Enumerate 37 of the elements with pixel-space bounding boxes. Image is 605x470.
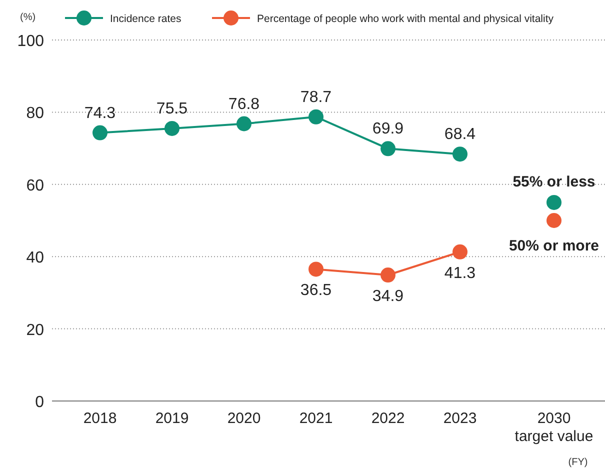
point [164, 120, 180, 136]
data-label: 76.8 [228, 96, 260, 113]
data-label: 41.3 [444, 264, 476, 282]
x-tick-label: 2023 [443, 410, 477, 427]
x-tick-label: 2018 [83, 410, 117, 427]
y-tick-label: 40 [26, 250, 44, 267]
data-label: 55% or less [512, 173, 596, 190]
x-tick-label: 2021 [299, 410, 333, 427]
x-tick-label: 2022 [371, 410, 405, 427]
data-label: 74.3 [84, 104, 116, 122]
x-axis-title: (FY) [568, 457, 588, 468]
legend-label: Percentage of people who work with mental and physical vitality [257, 13, 554, 25]
x-tick-label: 2019 [155, 410, 189, 427]
y-tick-label: 100 [17, 33, 44, 50]
point [236, 116, 252, 132]
data-label: 36.5 [300, 282, 332, 300]
point [380, 141, 396, 156]
y-tick-label: 0 [35, 394, 44, 411]
data-label: 75.5 [156, 100, 188, 118]
point [452, 244, 468, 260]
x-tick-label: 2030 target value [514, 410, 594, 445]
data-label: 68.4 [444, 126, 476, 144]
data-label: 50% or more [508, 238, 600, 254]
point [308, 109, 324, 124]
data-label: 78.7 [300, 88, 332, 106]
y-tick-label: 60 [26, 177, 44, 194]
point [92, 125, 108, 140]
data-label: 69.9 [372, 120, 404, 138]
point [452, 146, 468, 162]
y-tick-label: 20 [26, 322, 44, 339]
legend-label: Incidence rates [110, 13, 182, 25]
y-tick-label: 80 [26, 105, 44, 122]
x-tick-label: 2020 [227, 410, 261, 427]
data-label: 34.9 [372, 288, 404, 306]
y-axis-title: (%) [20, 12, 36, 23]
point [308, 262, 324, 277]
point [380, 268, 396, 283]
